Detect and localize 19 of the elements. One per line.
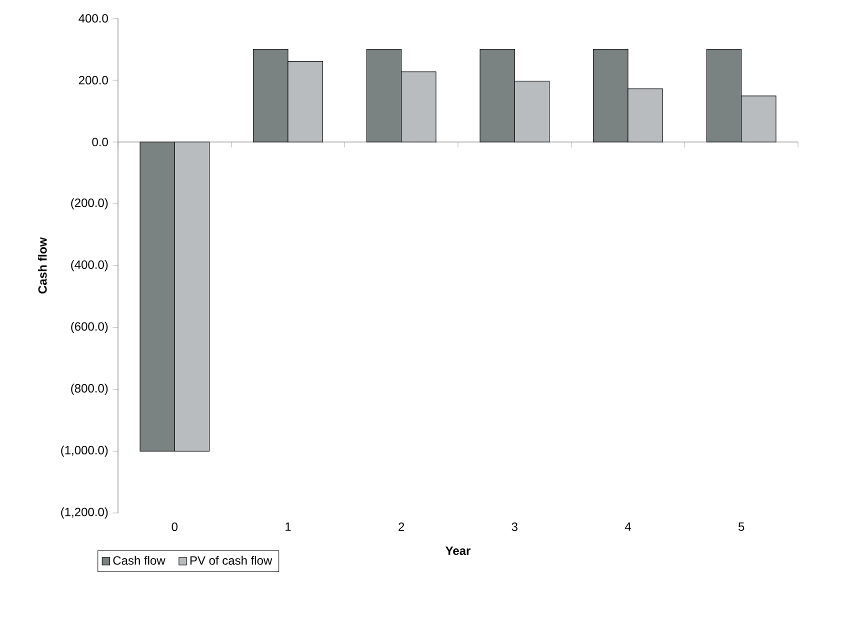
- x-tick-label: 5: [738, 522, 744, 531]
- x-tick-label: 1: [286, 522, 291, 531]
- y-tick-label: (400.0): [71, 260, 108, 272]
- y-tick-label: (800.0): [71, 384, 108, 395]
- y-tick-label: (200.0): [71, 198, 108, 210]
- x-tick-label: 0: [172, 522, 178, 532]
- y-tick-label: 0.0: [92, 138, 108, 146]
- y-tick-label: 200.0: [78, 76, 108, 84]
- y-tick-label: 400.0: [78, 14, 108, 23]
- legend-label: PV of cash flow: [190, 556, 272, 565]
- y-tick-label: (600.0): [71, 322, 108, 334]
- x-tick-label: 4: [624, 522, 631, 531]
- x-tick-label: 3: [512, 522, 518, 532]
- x-tick-label: 2: [398, 522, 404, 531]
- x-axis-title: Year: [446, 546, 471, 555]
- y-tick-label: (1,000.0): [61, 446, 108, 457]
- y-axis-title: Cash flow: [38, 237, 47, 294]
- y-tick-label: (1,200.0): [61, 507, 108, 519]
- legend-label: Cash flow: [113, 556, 166, 565]
